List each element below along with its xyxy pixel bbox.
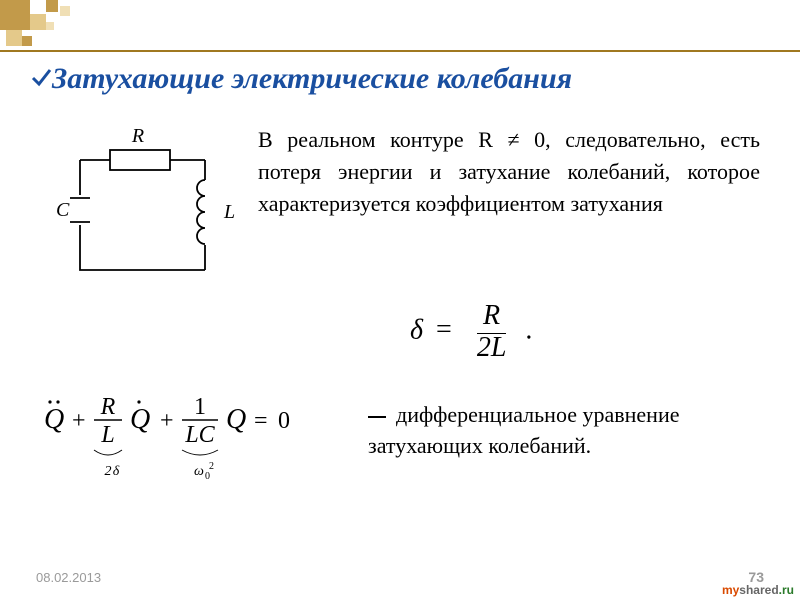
- dash-icon: [368, 416, 386, 418]
- footer-date: 08.02.2013: [36, 570, 101, 585]
- svg-text:R: R: [100, 394, 116, 420]
- differential-equation: Q + R L 2 δ Q + 1 LC: [38, 380, 348, 490]
- corner-decoration: [0, 0, 160, 56]
- svg-text:0: 0: [205, 471, 210, 482]
- svg-text:Q: Q: [226, 404, 246, 435]
- title-text: Затухающие электрические колебания: [52, 62, 572, 95]
- svg-text:0: 0: [278, 408, 290, 434]
- title-underline: [0, 50, 800, 52]
- svg-text:2: 2: [209, 461, 214, 472]
- row-equation-caption: Q + R L 2 δ Q + 1 LC: [38, 380, 760, 490]
- label-C: C: [56, 199, 70, 221]
- svg-text:LC: LC: [184, 422, 215, 448]
- paragraph: В реальном контуре R ≠ 0, следовательно,…: [258, 120, 760, 220]
- delta-lhs: δ: [410, 314, 423, 345]
- period: .: [525, 314, 532, 345]
- checkmark-icon: [30, 66, 52, 90]
- watermark-part1: my: [722, 583, 739, 597]
- watermark: myshared.ru: [718, 582, 798, 598]
- slide-title: Затухающие электрические колебания: [30, 62, 572, 96]
- watermark-part2: shared: [739, 583, 778, 597]
- delta-formula: δ = R 2L .: [410, 300, 532, 364]
- svg-text:=: =: [254, 408, 268, 434]
- svg-text:L: L: [100, 422, 114, 448]
- svg-text:Q: Q: [44, 404, 64, 435]
- label-R: R: [131, 125, 144, 147]
- svg-text:δ: δ: [113, 464, 120, 479]
- content-area: R C L В реальном контуре R ≠ 0, следоват…: [0, 120, 800, 290]
- watermark-part3: .ru: [779, 583, 794, 597]
- svg-text:2: 2: [105, 464, 112, 479]
- caption-text: дифференциальное уравнение затухающих ко…: [368, 402, 679, 458]
- label-L: L: [223, 201, 235, 223]
- fraction: R 2L: [471, 300, 513, 364]
- equation-caption: дифференциальное уравнение затухающих ко…: [368, 380, 760, 462]
- denominator: 2L: [471, 330, 513, 363]
- numerator: R: [477, 300, 506, 334]
- svg-text:ω: ω: [194, 464, 204, 479]
- svg-text:+: +: [160, 408, 174, 434]
- row-circuit-paragraph: R C L В реальном контуре R ≠ 0, следоват…: [40, 120, 760, 290]
- circuit-diagram: R C L: [40, 120, 240, 290]
- svg-text:+: +: [72, 408, 86, 434]
- svg-text:Q: Q: [130, 404, 150, 435]
- equals-sign: =: [436, 314, 452, 345]
- svg-text:1: 1: [194, 394, 206, 420]
